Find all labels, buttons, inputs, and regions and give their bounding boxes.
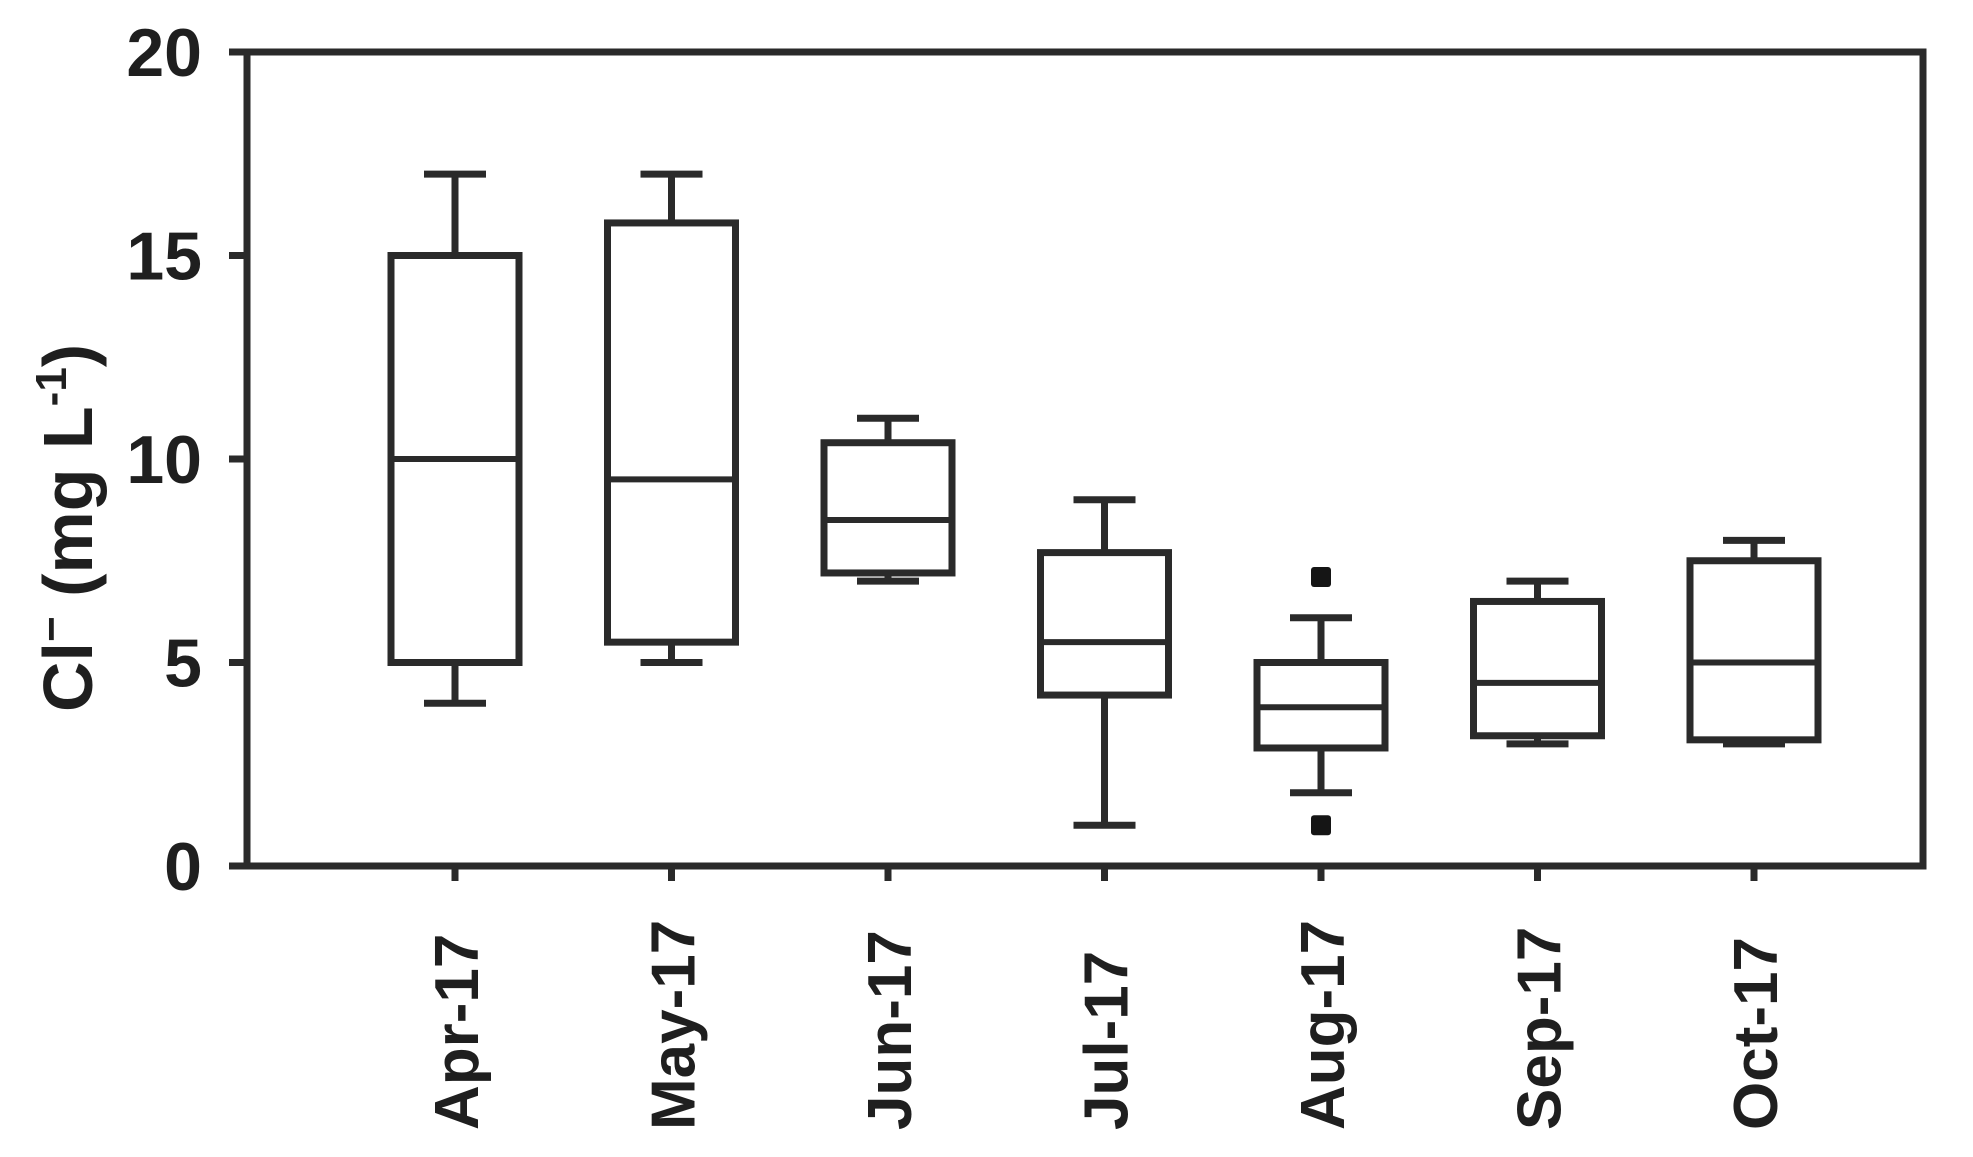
y-axis-tick-label: 15 [126,219,202,295]
outlier-marker [1311,815,1331,836]
y-axis-title-mid: (mg L [29,406,107,616]
x-axis: Apr-17 May-17 Jun-17 Jul-17 Aug-17 Sep-17 Oct-… [423,866,1791,1130]
y-axis-title-superscript: − [27,616,76,642]
iqr-box [1470,597,1605,740]
iqr-box [604,219,739,646]
boxplot-group-Sep-17 [1470,577,1605,748]
x-axis-tick-label: Sep-17 [1506,927,1575,1130]
y-axis-title: Cl− (mg L-1) [27,344,107,712]
x-axis-tick-label: Apr-17 [423,934,492,1130]
y-axis-tick-label: 0 [164,829,202,905]
boxplot-group-May-17 [604,170,739,666]
outlier-marker [1311,567,1331,588]
y-axis-tick-label: 20 [126,15,202,91]
x-axis-tick-label: Jun-17 [856,930,925,1130]
boxplot-group-Jul-17 [1037,496,1172,829]
iqr-box [1037,549,1172,699]
x-axis-tick-label: Aug-17 [1289,920,1358,1130]
x-axis-tick-label: Jul-17 [1073,951,1142,1130]
y-axis-tick-label: 10 [126,422,202,498]
iqr-box [820,439,956,577]
x-axis-tick-label: Oct-17 [1722,937,1791,1130]
y-axis-title-base: Cl [29,642,107,712]
boxplot-group-Jun-17 [820,414,956,585]
y-axis-title-superscript: -1 [27,367,76,406]
y-axis-title-end: ) [29,344,107,367]
boxplot-group-Oct-17 [1686,536,1822,748]
boxplot-group-Aug-17 [1253,567,1389,836]
x-axis-tick-label: May-17 [640,920,709,1130]
y-axis-tick-label: 5 [164,626,202,702]
boxplot-group-Apr-17 [387,170,523,707]
iqr-box [1686,557,1822,744]
y-axis: 0 5 10 15 20 [126,15,247,905]
